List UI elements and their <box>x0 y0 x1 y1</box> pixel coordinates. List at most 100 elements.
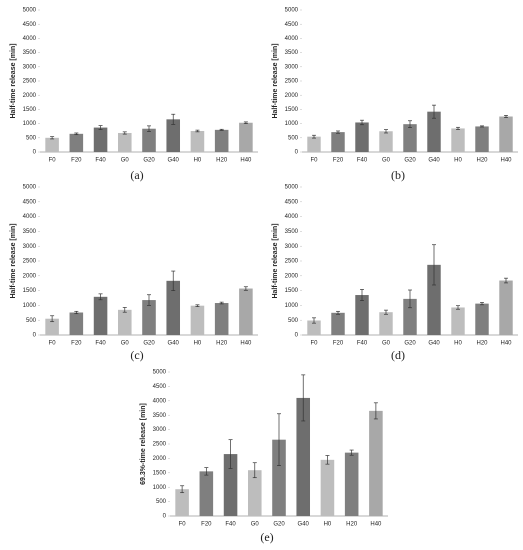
y-tick-label: 4500 <box>285 199 299 205</box>
y-tick-label: 500 <box>288 318 299 324</box>
bar <box>272 439 286 516</box>
x-tick-label: G0 <box>382 158 391 164</box>
y-tick-label: 1000 <box>285 303 299 309</box>
panel-caption: (e) <box>260 530 273 544</box>
y-tick-label: 0 <box>295 150 299 156</box>
x-tick-label: F0 <box>310 158 318 164</box>
x-tick-label: G20 <box>143 341 155 347</box>
bar <box>190 305 205 335</box>
y-tick-label: 4500 <box>153 384 167 390</box>
x-tick-label: H0 <box>194 158 202 164</box>
y-axis-label: 69.3%-time release [min] <box>140 403 147 485</box>
bar <box>427 111 441 152</box>
x-tick-label: H20 <box>216 341 228 347</box>
x-tick-label: G20 <box>404 158 416 164</box>
y-tick-label: 500 <box>288 135 299 141</box>
y-axis-label: Half-time release [min] <box>272 43 279 118</box>
y-tick-label: 2000 <box>285 93 299 99</box>
panel-caption: (c) <box>130 348 143 362</box>
panel-caption: (d) <box>391 348 405 362</box>
y-tick-label: 3000 <box>285 64 299 70</box>
x-tick-label: F0 <box>310 341 318 347</box>
y-tick-label: 5000 <box>153 370 167 376</box>
bar <box>451 307 465 335</box>
y-tick-label: 0 <box>163 514 167 520</box>
y-tick-label: 3000 <box>23 64 37 70</box>
y-tick-label: 3500 <box>285 50 299 56</box>
y-tick-label: 2000 <box>23 93 37 99</box>
y-tick-label: 5000 <box>23 185 37 191</box>
x-tick-label: F20 <box>201 522 212 528</box>
bar <box>214 129 229 152</box>
y-tick-label: 4000 <box>23 36 37 42</box>
x-tick-label: H0 <box>194 341 202 347</box>
y-tick-label: 2500 <box>285 259 299 265</box>
x-tick-label: H20 <box>476 158 488 164</box>
x-tick-label: F0 <box>49 158 57 164</box>
x-tick-label: F20 <box>71 341 82 347</box>
y-tick-label: 1500 <box>153 470 167 476</box>
y-tick-label: 0 <box>33 150 37 156</box>
x-tick-label: G0 <box>251 522 260 528</box>
y-tick-label: 2500 <box>23 259 37 265</box>
x-tick-label: F40 <box>357 158 368 164</box>
bar <box>331 132 345 152</box>
y-tick-label: 3500 <box>285 229 299 235</box>
bar <box>379 312 393 335</box>
x-tick-label: F40 <box>357 341 368 347</box>
y-tick-label: 4500 <box>23 22 37 28</box>
bar <box>451 128 465 152</box>
x-tick-label: G40 <box>298 522 310 528</box>
y-tick-label: 500 <box>156 499 167 505</box>
x-tick-label: H40 <box>370 522 382 528</box>
y-tick-label: 4500 <box>23 199 37 205</box>
bar <box>45 318 59 335</box>
x-tick-label: G20 <box>143 158 155 164</box>
bar <box>69 133 84 152</box>
y-tick-label: 5000 <box>285 185 299 191</box>
y-tick-label: 2000 <box>23 273 37 279</box>
bar <box>475 303 489 335</box>
bar <box>223 454 238 516</box>
bar <box>355 122 369 152</box>
y-tick-label: 3500 <box>23 50 37 56</box>
x-tick-label: G40 <box>428 341 440 347</box>
bar <box>93 127 108 152</box>
x-tick-label: H0 <box>454 341 462 347</box>
bar <box>117 309 132 335</box>
x-tick-label: H40 <box>240 341 252 347</box>
y-tick-label: 1500 <box>285 288 299 294</box>
bar <box>239 288 253 335</box>
y-axis-label: Half-time release [min] <box>10 43 17 118</box>
x-tick-label: H40 <box>240 158 252 164</box>
bar <box>355 295 369 335</box>
x-tick-label: G40 <box>428 158 440 164</box>
bar <box>331 312 345 335</box>
y-tick-label: 2500 <box>285 79 299 85</box>
bar <box>307 320 321 335</box>
bar <box>344 452 359 516</box>
y-tick-label: 1500 <box>23 288 37 294</box>
bar <box>166 280 181 335</box>
y-tick-label: 1000 <box>23 121 37 127</box>
y-axis-label: Half-time release [min] <box>272 223 279 298</box>
y-tick-label: 1500 <box>285 107 299 113</box>
bar <box>499 280 513 335</box>
y-tick-label: 3000 <box>23 244 37 250</box>
x-tick-label: F0 <box>179 522 187 528</box>
x-tick-label: G0 <box>121 158 130 164</box>
x-tick-label: G0 <box>382 341 391 347</box>
x-tick-label: F40 <box>95 341 106 347</box>
y-tick-label: 500 <box>26 318 37 324</box>
y-tick-label: 2500 <box>23 79 37 85</box>
y-tick-label: 4000 <box>153 398 167 404</box>
bar <box>142 300 156 335</box>
y-tick-label: 5000 <box>23 8 37 14</box>
y-tick-label: 2500 <box>153 442 167 448</box>
y-tick-label: 4500 <box>285 22 299 28</box>
bar <box>142 128 156 152</box>
bar <box>369 410 383 516</box>
x-tick-label: H20 <box>346 522 358 528</box>
bar <box>93 296 108 335</box>
bar <box>247 470 262 516</box>
